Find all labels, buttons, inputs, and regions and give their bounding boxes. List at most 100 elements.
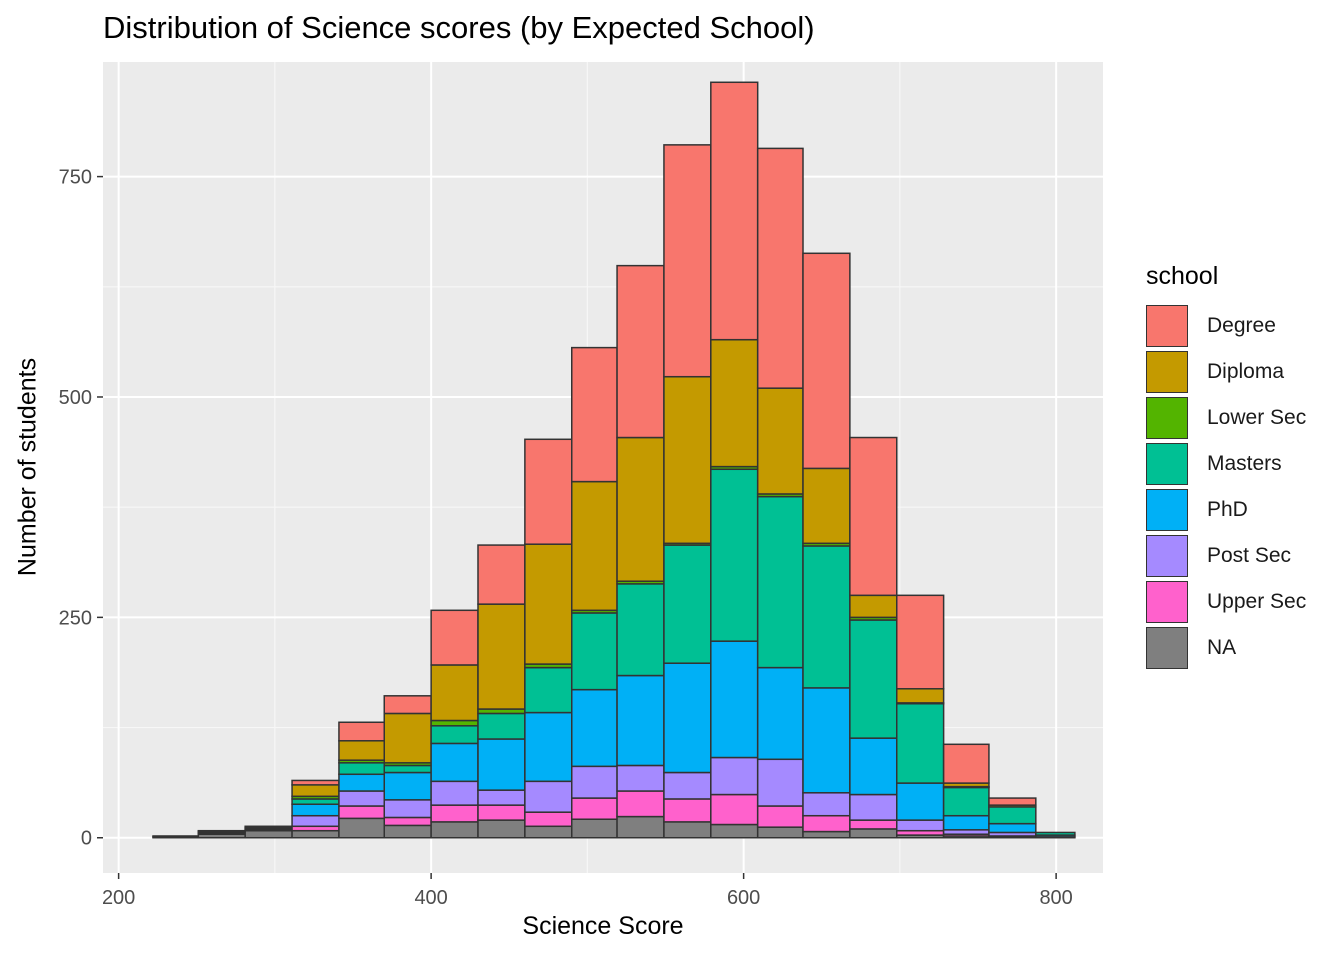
- bar-segment-phd: [338, 773, 385, 792]
- bar-segment-diploma: [663, 375, 712, 545]
- bar-segment-diploma: [756, 387, 804, 495]
- x-axis-label: Science Score: [522, 912, 684, 940]
- bar-segment-degree: [942, 743, 990, 784]
- bar-segment-na: [710, 823, 759, 839]
- bar-segment-post-sec: [896, 819, 945, 832]
- bar-segment-diploma: [291, 784, 340, 798]
- bar-segment-post-sec: [338, 790, 385, 807]
- bar-segment-na: [383, 824, 432, 839]
- bar-segment-na: [571, 818, 618, 839]
- bar-segment-post-sec: [571, 765, 618, 799]
- bar-segment-degree: [338, 721, 385, 742]
- legend-key: [1146, 489, 1188, 531]
- bar-segment-masters: [616, 583, 665, 677]
- bar-segment-masters: [663, 544, 712, 664]
- bar-segment-phd: [663, 662, 712, 774]
- bar-segment-phd: [988, 822, 1037, 834]
- legend-label: Degree: [1207, 314, 1276, 337]
- bar-segment-post-sec: [524, 780, 573, 813]
- bar-segment-phd: [802, 687, 851, 794]
- bar-segment-post-sec: [802, 792, 851, 817]
- bar-segment-post-sec: [430, 780, 479, 806]
- bar-segment-upper-sec: [663, 798, 712, 823]
- chart-title: Distribution of Science scores (by Expec…: [103, 10, 815, 45]
- bar-segment-masters: [849, 619, 898, 739]
- x-axis: 200 400 600 800: [102, 873, 1073, 909]
- bar-segment-diploma: [896, 688, 945, 704]
- bar-segment-na: [244, 829, 293, 839]
- legend-key: [1146, 581, 1188, 623]
- bar-segment-upper-sec: [710, 793, 759, 826]
- bar-segment-upper-sec: [756, 805, 804, 828]
- bar-segment-degree: [849, 436, 898, 597]
- legend-label: Upper Sec: [1207, 590, 1307, 613]
- bar-segment-masters: [524, 666, 573, 714]
- bar-segment-masters: [571, 612, 618, 691]
- bar-segment-degree: [244, 825, 293, 828]
- bar-segment-post-sec: [849, 793, 898, 821]
- bar-segment-na: [338, 817, 385, 839]
- bar-segment-upper-sec: [338, 805, 385, 820]
- bar-segment-phd: [524, 711, 573, 783]
- bar-segment-degree: [430, 609, 479, 666]
- bar-segment-upper-sec: [383, 816, 432, 827]
- bar-segment-phd: [616, 674, 665, 767]
- bar-segment-degree: [756, 147, 804, 389]
- legend-key: [1146, 397, 1188, 439]
- legend-item: Lower Sec: [1146, 395, 1306, 441]
- bar-segment-phd: [942, 814, 990, 831]
- bar-segment-lower-sec: [430, 719, 479, 727]
- bar-segment-na: [849, 828, 898, 839]
- bar-segment-degree: [197, 829, 246, 833]
- legend-key: [1146, 351, 1188, 393]
- legend-label: Post Sec: [1207, 544, 1292, 567]
- bar-segment-upper-sec: [430, 804, 479, 823]
- bar-segment-na: [524, 825, 573, 839]
- bar-segment-upper-sec: [571, 797, 618, 820]
- bar-segment-degree: [988, 797, 1037, 806]
- legend-label: Masters: [1207, 452, 1282, 475]
- bar-segment-diploma: [571, 480, 618, 612]
- bar-segment-diploma: [849, 594, 898, 619]
- y-axis-label: Number of students: [13, 357, 42, 577]
- bar-segment-post-sec: [756, 758, 804, 807]
- bar-segment-degree: [152, 835, 200, 838]
- bar-segment-masters: [756, 495, 804, 669]
- bar-segment-upper-sec: [477, 804, 526, 821]
- y-tick-label: 0: [81, 828, 92, 850]
- bar-segment-degree: [616, 264, 665, 439]
- bar-segment-post-sec: [383, 799, 432, 819]
- bar-segment-phd: [477, 738, 526, 791]
- bar-segment-phd: [896, 782, 945, 821]
- bar-segment-na: [756, 826, 804, 839]
- bar-segment-degree: [571, 346, 618, 483]
- bar-segment-phd: [756, 666, 804, 761]
- bar-segment-degree: [710, 81, 759, 341]
- bar-segment-masters: [988, 806, 1037, 825]
- bar-segment-post-sec: [477, 789, 526, 806]
- y-tick-label: 750: [59, 167, 92, 189]
- legend-label: Lower Sec: [1207, 406, 1307, 429]
- bar-segment-phd: [291, 803, 340, 817]
- bar-segment-masters: [291, 798, 340, 805]
- bars: [152, 81, 1076, 839]
- bar-segment-post-sec: [291, 814, 340, 828]
- legend-item: Degree: [1146, 303, 1306, 349]
- bar-segment-diploma: [616, 436, 665, 582]
- legend-label: Diploma: [1207, 360, 1285, 383]
- legend-item: Diploma: [1146, 349, 1306, 395]
- bar-segment-diploma: [477, 603, 526, 710]
- bar-segment-phd: [571, 688, 618, 768]
- legend-label: PhD: [1207, 498, 1248, 521]
- bar-segment-degree: [291, 779, 340, 786]
- bar-segment-degree: [896, 594, 945, 690]
- bar-segment-na: [291, 829, 340, 839]
- bar-segment-upper-sec: [524, 811, 573, 828]
- legend-title: school: [1146, 262, 1219, 290]
- bar-segment-upper-sec: [802, 814, 851, 833]
- bar-segment-phd: [430, 742, 479, 783]
- bar-segment-masters: [1035, 831, 1076, 836]
- bar-segment-diploma: [430, 664, 479, 722]
- bar-segment-degree: [802, 252, 851, 470]
- legend-items: Degree Diploma Lower Sec Masters PhD Post Sec…: [1146, 303, 1306, 671]
